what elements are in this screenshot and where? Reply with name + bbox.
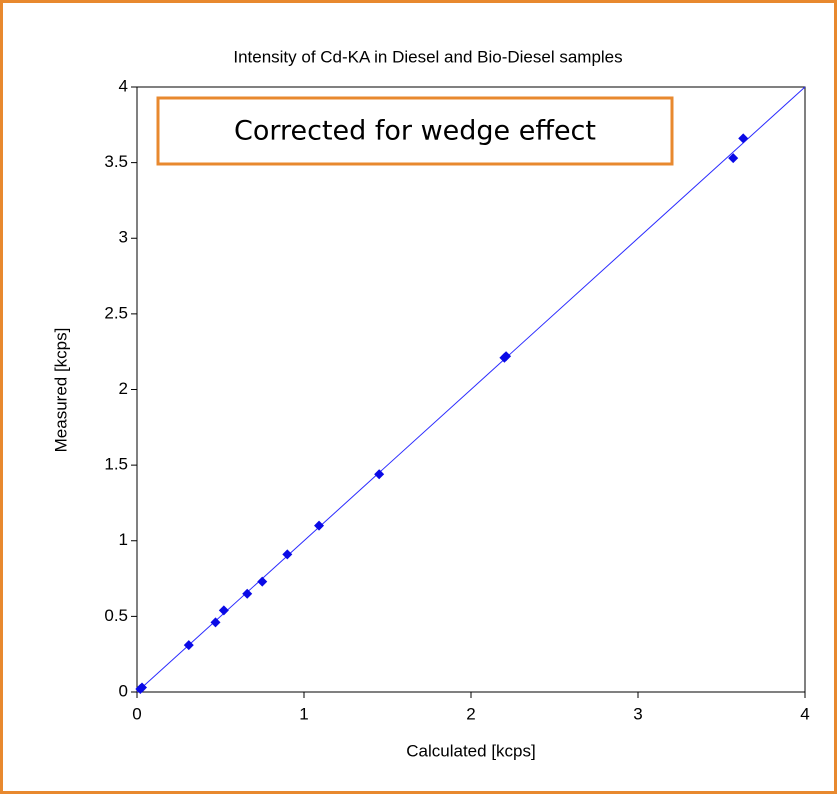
data-point	[738, 133, 749, 144]
x-tick-label: 1	[299, 704, 308, 723]
data-point	[137, 682, 148, 693]
data-point	[374, 469, 385, 480]
x-axis-label: Calculated [kcps]	[406, 741, 535, 760]
annotation: Corrected for wedge effect	[234, 116, 596, 147]
data-point	[218, 605, 229, 616]
y-tick-label: 2.5	[104, 303, 128, 322]
y-tick-label: 2	[119, 379, 128, 398]
y-tick-label: 3	[119, 228, 128, 247]
y-axis-label: Measured [kcps]	[51, 328, 70, 453]
y-tick-label: 0	[119, 681, 128, 700]
y-tick-label: 1	[119, 530, 128, 549]
data-point	[501, 351, 512, 362]
y-tick-label: 4	[119, 76, 128, 95]
chart-title: Intensity of Cd-KA in Diesel and Bio-Die…	[233, 47, 622, 66]
x-tick-label: 0	[132, 704, 141, 723]
y-tick-label: 0.5	[104, 606, 128, 625]
x-tick-label: 4	[800, 704, 809, 723]
y-tick-label: 3.5	[104, 152, 128, 171]
annotation-box	[156, 96, 674, 166]
x-tick-label: 3	[633, 704, 642, 723]
data-point	[282, 549, 293, 560]
data-point	[242, 588, 253, 599]
data-point	[183, 640, 194, 651]
y-tick-label: 1.5	[104, 455, 128, 474]
data-point	[210, 617, 221, 628]
data-point	[314, 520, 325, 531]
x-tick-label: 2	[466, 704, 475, 723]
data-point	[257, 576, 268, 587]
data-point	[728, 153, 739, 164]
